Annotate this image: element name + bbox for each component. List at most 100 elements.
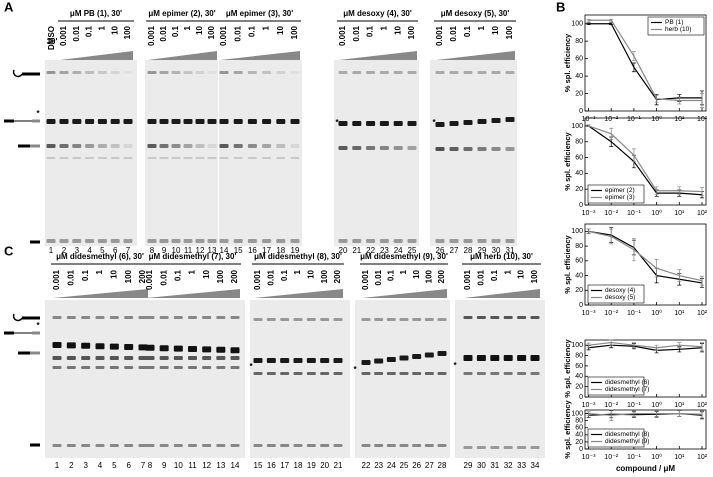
plot-frame	[584, 14, 707, 112]
gel-band	[290, 239, 300, 243]
gel-band	[159, 157, 169, 159]
concentration: 0.01	[374, 269, 383, 285]
gel-band	[435, 71, 445, 74]
y-tick-label: 60	[575, 55, 583, 62]
lane-number: 25	[408, 246, 417, 255]
gel-band	[145, 444, 155, 447]
concentration: 100	[505, 25, 514, 39]
error-bar	[654, 258, 659, 278]
gel-band	[97, 144, 107, 148]
concentration: 1	[95, 269, 104, 274]
error-bar	[586, 411, 591, 417]
gel-band	[505, 117, 515, 122]
gel-band	[124, 356, 134, 360]
gel-band	[517, 316, 527, 319]
lane-number: 21	[334, 461, 343, 470]
error-bar	[631, 62, 636, 73]
gel	[455, 300, 545, 458]
gel-band	[437, 318, 447, 321]
lane-number: 3	[75, 246, 80, 255]
gel-band	[81, 342, 91, 349]
x-tick-label: 10⁻²	[604, 402, 618, 409]
concentration: 0.1	[171, 25, 180, 37]
gel-band	[247, 239, 257, 243]
wedge	[436, 51, 515, 60]
plot-frame	[584, 117, 707, 206]
gel-band	[173, 356, 183, 360]
y-tick-label: 60	[575, 363, 583, 370]
concentration: 100	[207, 25, 216, 39]
gel-band	[399, 318, 409, 321]
lane-number: 28	[464, 246, 473, 255]
x-tick-label: 10⁻²	[604, 210, 618, 217]
gel-band	[266, 372, 276, 375]
gel-band	[338, 239, 348, 243]
gel-band	[306, 372, 316, 375]
gel-band	[393, 239, 403, 243]
gel-band	[374, 358, 384, 364]
gel-band	[338, 71, 348, 74]
concentration: 1	[477, 25, 486, 30]
gel-band	[503, 372, 513, 375]
lane-number: 6	[113, 246, 118, 255]
lane-number: 9	[162, 246, 167, 255]
lane-number: 31	[506, 246, 515, 255]
x-tick-label: 10⁻²	[604, 454, 618, 461]
gel-band	[503, 316, 513, 319]
gel-band	[476, 355, 486, 361]
gel-band	[195, 157, 205, 159]
lane-number: 18	[276, 246, 285, 255]
gel-band	[412, 354, 422, 359]
gel-band	[46, 157, 56, 159]
gel-band	[386, 372, 396, 375]
x-tick-label: 10⁻¹	[627, 402, 641, 409]
concentration: 200	[138, 269, 147, 283]
concentration: 100	[123, 25, 132, 39]
plot-frame	[584, 409, 707, 450]
gel-band	[202, 346, 212, 353]
wedge	[464, 289, 540, 298]
gel-band	[195, 144, 205, 148]
gel-band	[188, 366, 197, 369]
y-axis-label: % spl. efficiency	[563, 399, 572, 458]
gel-band	[262, 157, 272, 159]
y-tick-label: 0	[579, 394, 583, 401]
concentration: 0.001	[59, 25, 68, 46]
gel-band	[253, 358, 263, 363]
gel-band	[207, 157, 217, 159]
error-bar	[677, 410, 682, 417]
gel-band	[449, 239, 459, 243]
x-tick-label: 10¹	[674, 310, 685, 317]
series-line	[588, 19, 703, 102]
concentration: 100	[424, 269, 433, 283]
gel-band	[145, 344, 155, 351]
lane-number: 12	[196, 246, 205, 255]
legend-box	[587, 428, 645, 448]
lane-number: 21	[352, 246, 361, 255]
gel-band	[159, 356, 169, 360]
gel-band	[85, 157, 95, 159]
concentration: 0.001	[338, 25, 347, 46]
x-tick-label: 10⁻³	[582, 454, 596, 461]
concentration: 10	[412, 269, 421, 278]
x-tick-label: 10⁻²	[604, 310, 618, 317]
y-tick-label: 80	[575, 417, 583, 424]
gel-band	[333, 318, 343, 321]
lane-number: 19	[307, 461, 316, 470]
gel-band	[276, 71, 286, 74]
gel-band	[463, 147, 473, 151]
lane-number: 8	[148, 461, 153, 470]
band-marker: *	[335, 118, 339, 127]
gel-band	[81, 366, 91, 369]
gel-band	[477, 119, 487, 124]
gel-band	[110, 239, 120, 243]
gel-band	[306, 318, 316, 321]
gel-band	[399, 444, 409, 447]
gel-band	[280, 318, 290, 321]
gel-band	[123, 239, 133, 243]
y-tick-label: 100	[571, 123, 583, 130]
lane-number: 14	[231, 461, 240, 470]
lane-number: 27	[450, 246, 459, 255]
gel-band	[490, 316, 500, 319]
concentration: 0.1	[173, 269, 182, 281]
